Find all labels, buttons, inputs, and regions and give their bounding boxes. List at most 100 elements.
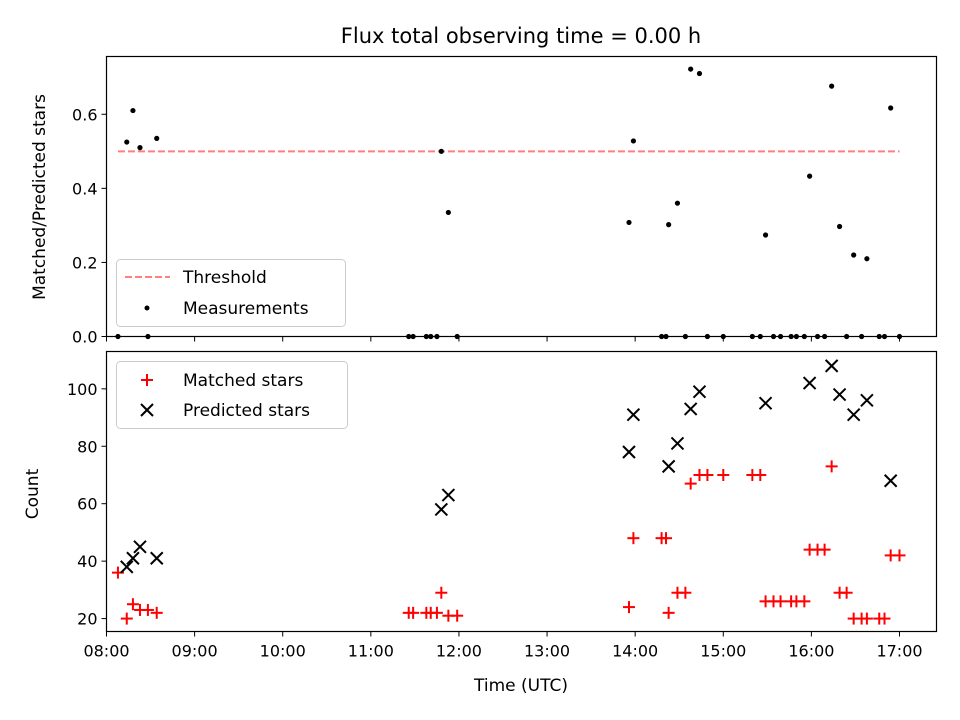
- measurement-point: [807, 173, 813, 179]
- top-axes-frame: [105, 55, 938, 338]
- measurement-point: [688, 66, 694, 72]
- matched-star-point: [407, 606, 420, 619]
- measurement-point: [666, 222, 672, 228]
- matched-star-point: [126, 598, 139, 611]
- top-y-axis-label: Matched/Predicted stars: [30, 94, 50, 300]
- series-measurements: [115, 66, 903, 340]
- matched-star-point: [150, 606, 163, 619]
- predicted-stars-legend-label: Predicted stars: [183, 401, 310, 421]
- predicted-star-point: [846, 407, 861, 422]
- predicted-stars-legend-swatch: [140, 403, 154, 417]
- matched-star-point: [840, 586, 853, 599]
- measurement-point: [130, 107, 136, 114]
- measurement-point: [154, 135, 160, 141]
- x-tick-label: 17:00: [876, 642, 922, 661]
- bottom-y-axis-label: Count: [23, 468, 43, 519]
- measurement-point: [836, 223, 843, 230]
- predicted-star-point: [441, 488, 456, 502]
- matched-star-point: [120, 612, 133, 625]
- y-tick-label: 100: [67, 380, 98, 399]
- y-tick-label: 20: [77, 610, 97, 629]
- measurement-point: [864, 256, 870, 262]
- predicted-star-point: [758, 396, 773, 410]
- predicted-star-point: [434, 502, 449, 517]
- x-tick-label: 08:00: [83, 642, 129, 661]
- predicted-star-point: [683, 402, 698, 416]
- matched-star-point: [622, 601, 635, 614]
- x-tick-label: 11:00: [348, 642, 394, 661]
- matched-star-point: [717, 468, 730, 481]
- predicted-star-point: [126, 551, 140, 565]
- predicted-star-point: [120, 560, 134, 574]
- measurement-point: [630, 138, 637, 144]
- top-panel: Flux total observing time = 0.00 h Match…: [30, 24, 938, 347]
- bottom-panel: Count Time (UTC) 08:00 09:00 10:00 11:00 12:…: [23, 350, 938, 696]
- y-tick-label: 60: [77, 495, 97, 514]
- predicted-star-point: [692, 384, 707, 399]
- matched-star-point: [141, 603, 154, 616]
- measurement-point: [674, 200, 681, 206]
- measurement-point: [137, 145, 143, 151]
- chart-title: Flux total observing time = 0.00 h: [341, 24, 701, 48]
- matched-star-point: [430, 606, 443, 619]
- matched-star-point: [860, 612, 873, 625]
- x-tick-label: 12:00: [436, 642, 482, 661]
- matched-star-point: [701, 468, 714, 481]
- top-legend: Threshold Measurements: [116, 259, 346, 327]
- predicted-star-point: [133, 540, 147, 554]
- predicted-star-point: [670, 436, 685, 451]
- matched-star-point: [627, 532, 640, 545]
- top-legend-box: [116, 259, 346, 327]
- x-tick-label: 13:00: [524, 642, 570, 661]
- predicted-star-point: [883, 474, 898, 488]
- matched-star-point: [684, 477, 697, 490]
- x-tick-label: 15:00: [700, 642, 746, 661]
- measurement-point: [762, 232, 769, 238]
- x-tick-label: 14:00: [612, 642, 658, 661]
- y-tick-label: 80: [77, 437, 97, 456]
- top-ticks: 0.0 0.2 0.4 0.6: [72, 105, 900, 347]
- predicted-star-point: [150, 551, 164, 565]
- measurement-point: [438, 148, 444, 154]
- top-plot-area: [115, 66, 903, 340]
- measurement-point: [851, 252, 857, 258]
- matched-star-point: [774, 595, 787, 608]
- matched-star-point: [818, 543, 831, 556]
- threshold-legend-label: Threshold: [182, 268, 267, 288]
- predicted-star-point: [802, 376, 817, 390]
- x-axis-label: Time (UTC): [473, 676, 568, 696]
- y-tick-label: 0.4: [72, 179, 97, 198]
- bottom-legend: Matched stars Predicted stars: [116, 361, 348, 429]
- y-tick-label: 0.0: [72, 328, 97, 347]
- y-tick-label: 40: [77, 552, 97, 571]
- matched-star-point: [660, 532, 673, 545]
- bottom-ticks: 08:00 09:00 10:00 11:00 12:00 13:00 14:00 15:00…: [67, 380, 923, 661]
- predicted-star-point: [661, 459, 676, 474]
- measurement-point: [888, 105, 894, 111]
- y-tick-label: 0.2: [72, 253, 97, 272]
- series-matched-stars: [111, 460, 906, 625]
- bottom-plot-area: [111, 359, 906, 625]
- x-tick-label: 10:00: [260, 642, 306, 661]
- matched-star-point: [435, 586, 448, 599]
- bottom-axes-frame: [105, 350, 938, 633]
- measurements-legend-label: Measurements: [183, 299, 309, 319]
- predicted-star-point: [626, 407, 641, 422]
- predicted-star-point: [824, 359, 839, 373]
- x-tick-label: 16:00: [788, 642, 834, 661]
- matched-star-point: [878, 612, 891, 625]
- y-tick-label: 0.6: [72, 105, 97, 124]
- matched-star-point: [893, 549, 906, 562]
- measurement-point: [445, 209, 451, 216]
- predicted-star-point: [622, 445, 636, 459]
- measurement-point: [829, 83, 835, 89]
- matched-star-point: [679, 586, 692, 599]
- measurement-point: [626, 219, 632, 226]
- matched-star-point: [825, 460, 838, 473]
- predicted-star-point: [832, 387, 847, 402]
- bottom-legend-box: [116, 361, 348, 429]
- measurements-legend-swatch: [144, 305, 150, 311]
- measurement-point: [696, 70, 703, 77]
